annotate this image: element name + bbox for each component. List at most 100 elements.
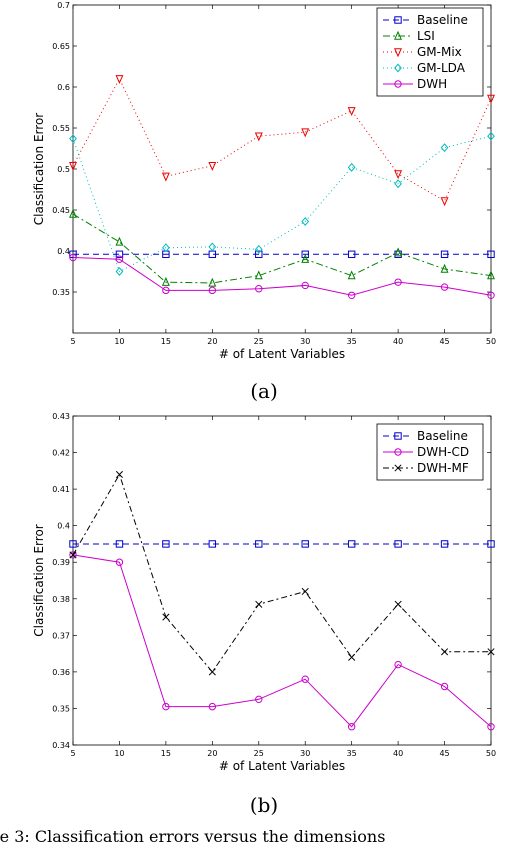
- data-point-gm-mix: [394, 170, 403, 180]
- series-line-dwh: [72, 257, 492, 296]
- legend-marker-dwh-cd: [394, 448, 402, 456]
- y-axis-label: Classification Error: [32, 113, 46, 226]
- legend-marker-lsi: [394, 30, 402, 40]
- data-point-baseline: [115, 250, 124, 258]
- data-point-dwh-cd: [255, 695, 263, 704]
- data-point-gm-mix: [161, 172, 170, 182]
- data-point-lsi: [161, 276, 170, 286]
- data-point-baseline: [69, 540, 77, 548]
- legend-label-baseline: Baseline: [417, 13, 468, 27]
- data-point-dwh-mf: [348, 653, 356, 661]
- data-point-gm-lda: [115, 267, 124, 276]
- x-tick-label: 5: [70, 749, 75, 758]
- plot-frame: [72, 415, 492, 746]
- data-point-baseline: [394, 540, 402, 548]
- y-tick-label: 0.38: [52, 595, 70, 604]
- y-tick-label: 0.5: [57, 165, 70, 174]
- data-point-lsi: [347, 270, 356, 280]
- y-tick-label: 0.45: [52, 206, 70, 215]
- data-point-dwh: [487, 291, 495, 299]
- data-point-baseline: [440, 250, 449, 258]
- panel-label-b: (b): [250, 793, 278, 817]
- x-tick-label: 20: [207, 337, 217, 346]
- data-point-dwh: [301, 281, 309, 290]
- x-tick-label: 25: [254, 337, 264, 346]
- data-point-gm-lda: [487, 131, 495, 141]
- y-tick-label: 0.39: [52, 558, 70, 567]
- data-point-baseline: [347, 540, 356, 548]
- chart-a: 5 10 15 20 25 30 35 40 45 50 0.35 0.4 0.45 0.5 0.55 0.6…: [32, 1, 496, 361]
- legend-label-gm-lda: GM-LDA: [417, 61, 466, 75]
- x-tick-label: 45: [439, 749, 449, 758]
- series-line-gm-lda: [72, 135, 492, 273]
- series-baseline: [69, 540, 495, 548]
- series-dwh-mf: [69, 470, 495, 676]
- data-point-lsi: [394, 247, 403, 257]
- legend-label-lsi: LSI: [417, 29, 435, 43]
- legend: Baseline DWH-CD DWH-MF: [376, 423, 484, 481]
- y-tick-label: 0.6: [57, 83, 70, 92]
- data-point-gm-mix: [115, 75, 124, 85]
- x-tick-label: 5: [70, 337, 75, 346]
- x-tick-label: 35: [347, 749, 357, 758]
- y-tick-label: 0.35: [52, 288, 70, 297]
- series-gm-mix: [69, 75, 495, 207]
- data-point-gm-lda: [394, 179, 402, 189]
- data-point-lsi: [254, 270, 263, 280]
- y-tick-label: 0.55: [52, 124, 70, 133]
- x-tick-label: 30: [300, 337, 310, 346]
- data-point-dwh-cd: [487, 723, 495, 731]
- data-point-dwh: [347, 291, 356, 299]
- data-point-baseline: [301, 250, 309, 258]
- data-point-lsi: [301, 253, 310, 263]
- data-point-gm-mix: [440, 197, 449, 207]
- data-point-baseline: [440, 540, 449, 548]
- legend-label-baseline: Baseline: [417, 429, 468, 443]
- y-tick-label: 0.4: [57, 522, 70, 531]
- data-point-dwh-mf: [208, 668, 216, 676]
- data-point-baseline: [301, 540, 309, 548]
- x-tick-label: 15: [161, 749, 171, 758]
- y-tick-label: 0.65: [52, 42, 70, 51]
- data-point-dwh-mf: [69, 551, 77, 559]
- data-point-gm-lda: [162, 243, 170, 253]
- data-point-lsi: [69, 208, 77, 218]
- series-dwh: [69, 253, 495, 299]
- y-tick-label: 0.37: [52, 631, 70, 640]
- data-point-dwh-cd: [115, 558, 124, 566]
- series-lsi: [69, 208, 495, 287]
- legend-marker-dwh-mf: [394, 464, 402, 472]
- data-point-baseline: [255, 540, 263, 548]
- data-point-baseline: [255, 250, 263, 258]
- legend-marker-dwh: [394, 80, 402, 88]
- data-point-dwh-cd: [347, 723, 356, 731]
- data-point-lsi: [440, 263, 449, 273]
- data-point-dwh: [115, 255, 124, 263]
- y-tick-label: 0.34: [52, 741, 70, 750]
- legend-marker-gm-lda: [394, 63, 402, 73]
- y-tick-label: 0.4: [57, 247, 70, 256]
- data-point-dwh-mf: [487, 648, 495, 656]
- x-tick-label: 10: [114, 337, 124, 346]
- y-tick-label: 0.7: [57, 1, 70, 10]
- legend-marker-baseline: [394, 432, 402, 440]
- data-point-dwh: [69, 253, 77, 262]
- data-point-lsi: [208, 277, 217, 287]
- series-line-dwh-cd: [72, 554, 492, 728]
- legend-label-dwh-mf: DWH-MF: [417, 461, 469, 475]
- series-gm-lda: [69, 131, 495, 276]
- series-line-dwh-mf: [72, 473, 491, 673]
- panel-label-a: (a): [250, 379, 278, 403]
- x-tick-label: 40: [393, 337, 403, 346]
- data-point-baseline: [487, 250, 495, 258]
- legend-label-gm-mix: GM-Mix: [417, 45, 462, 59]
- data-point-baseline: [162, 540, 170, 548]
- x-tick-label: 50: [486, 749, 496, 758]
- series-baseline: [69, 250, 495, 258]
- y-tick-label: 0.36: [52, 668, 70, 677]
- data-point-dwh: [394, 278, 402, 286]
- data-point-dwh-cd: [394, 660, 402, 669]
- data-point-dwh: [208, 286, 217, 295]
- x-axis-label: # of Latent Variables: [219, 759, 345, 773]
